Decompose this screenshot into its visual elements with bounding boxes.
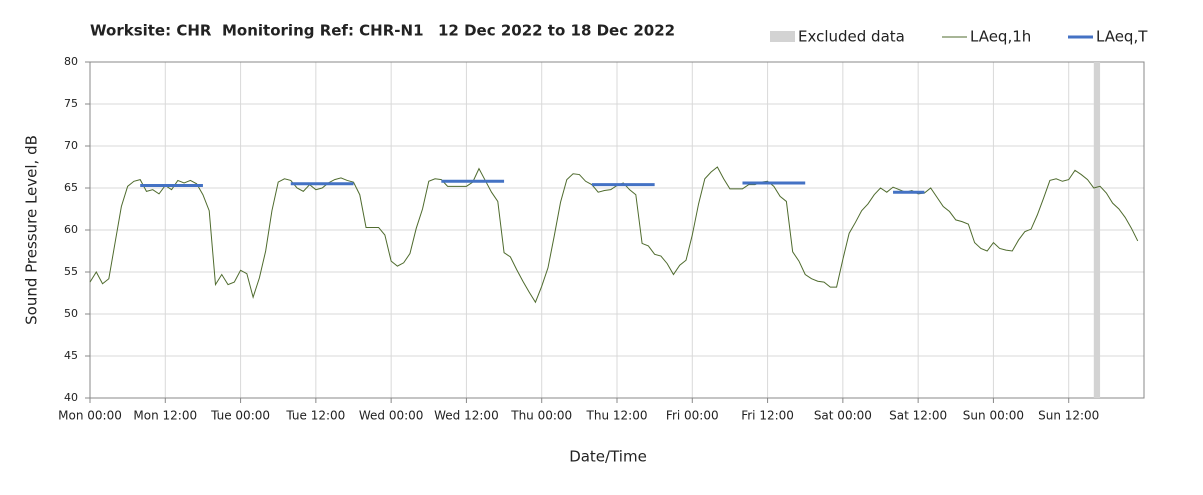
y-tick-label: 45 — [64, 349, 78, 362]
y-tick-label: 55 — [64, 265, 78, 278]
x-tick-label: Sun 12:00 — [1038, 409, 1099, 423]
series-line — [89, 166, 1139, 304]
x-tick-label: Fri 00:00 — [666, 409, 719, 423]
y-tick-label: 50 — [64, 307, 78, 320]
y-axis-label: Sound Pressure Level, dB — [23, 135, 41, 325]
x-tick-label: Sat 12:00 — [889, 409, 947, 423]
x-tick-label: Sat 00:00 — [814, 409, 872, 423]
y-tick-label: 75 — [64, 97, 78, 110]
y-tick-label: 80 — [64, 55, 78, 68]
x-tick-label: Wed 00:00 — [359, 409, 424, 423]
excluded-band — [1093, 62, 1101, 398]
x-tick-label: Fri 12:00 — [741, 409, 794, 423]
y-tick-label: 65 — [64, 181, 78, 194]
y-tick-label: 60 — [64, 223, 78, 236]
x-tick-label: Thu 00:00 — [510, 409, 572, 423]
x-tick-label: Sun 00:00 — [963, 409, 1024, 423]
x-tick-label: Mon 00:00 — [58, 409, 122, 423]
legend-swatch — [770, 31, 795, 42]
title-dates: 12 Dec 2022 to 18 Dec 2022 — [438, 22, 675, 40]
title-worksite: Worksite: CHR — [90, 22, 212, 40]
x-tick-label: Tue 00:00 — [210, 409, 270, 423]
plot-frame — [89, 61, 1145, 399]
y-tick-label: 70 — [64, 139, 78, 152]
x-tick-label: Tue 12:00 — [285, 409, 345, 423]
legend-label: Excluded data — [798, 28, 905, 46]
y-tick-label: 40 — [64, 391, 78, 404]
legend-label: LAeq,T — [1096, 28, 1148, 46]
x-tick-label: Wed 12:00 — [434, 409, 499, 423]
x-tick-label: Mon 12:00 — [133, 409, 197, 423]
legend-label: LAeq,1h — [970, 28, 1031, 46]
title-ref: Monitoring Ref: CHR-N1 — [222, 22, 424, 40]
x-axis-label: Date/Time — [569, 448, 647, 466]
x-tick-label: Thu 12:00 — [586, 409, 648, 423]
